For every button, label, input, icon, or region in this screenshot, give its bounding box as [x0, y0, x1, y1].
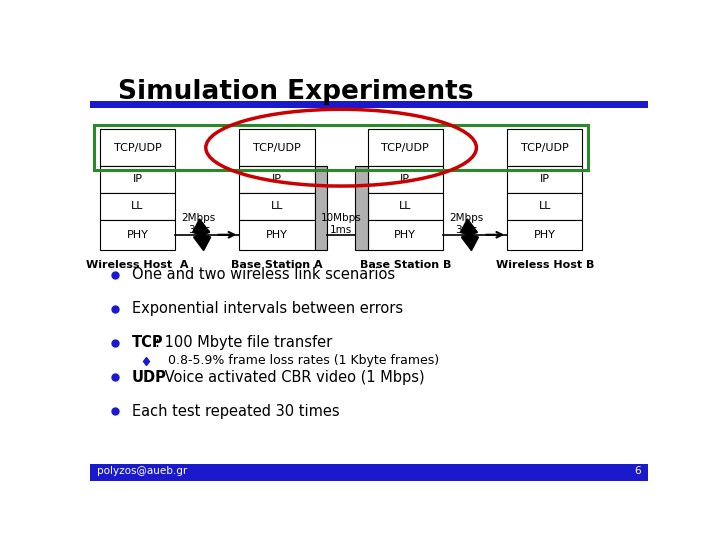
Text: IP: IP — [132, 174, 143, 185]
Text: LL: LL — [399, 201, 412, 211]
Bar — [100, 193, 175, 220]
Text: TCP: TCP — [132, 335, 163, 350]
Bar — [239, 129, 315, 166]
Bar — [239, 166, 315, 193]
Bar — [100, 129, 175, 166]
Bar — [368, 220, 443, 250]
Text: PHY: PHY — [534, 230, 556, 240]
Bar — [368, 129, 443, 166]
Bar — [90, 101, 648, 109]
Bar — [507, 129, 582, 166]
Bar — [368, 166, 443, 193]
Text: TCP/UDP: TCP/UDP — [114, 143, 161, 153]
Bar — [368, 193, 443, 220]
Text: 3ms: 3ms — [456, 225, 478, 235]
Bar — [507, 166, 582, 193]
Bar — [90, 464, 648, 481]
Text: PHY: PHY — [266, 230, 288, 240]
Text: 3ms: 3ms — [188, 225, 210, 235]
Text: LL: LL — [539, 201, 551, 211]
Bar — [100, 166, 175, 193]
Text: One and two wireless link scenarios: One and two wireless link scenarios — [132, 267, 395, 282]
Text: PHY: PHY — [395, 230, 416, 240]
Bar — [239, 220, 315, 250]
Text: LL: LL — [131, 201, 144, 211]
Text: : 100 Mbyte file transfer: : 100 Mbyte file transfer — [156, 335, 333, 350]
Text: IP: IP — [540, 174, 550, 185]
Bar — [356, 166, 368, 250]
Polygon shape — [192, 219, 211, 251]
Text: UDP: UDP — [132, 369, 167, 384]
Text: 6: 6 — [634, 467, 642, 476]
Text: 2Mbps: 2Mbps — [181, 213, 216, 223]
Text: TCP/UDP: TCP/UDP — [521, 143, 569, 153]
Text: Exponential intervals between errors: Exponential intervals between errors — [132, 301, 403, 316]
Text: polyzos@aueb.gr: polyzos@aueb.gr — [96, 467, 187, 476]
Text: Wireless Host  A: Wireless Host A — [86, 260, 189, 270]
Text: IP: IP — [272, 174, 282, 185]
Text: TCP/UDP: TCP/UDP — [382, 143, 429, 153]
Text: 0.8-5.9% frame loss rates (1 Kbyte frames): 0.8-5.9% frame loss rates (1 Kbyte frame… — [168, 354, 439, 367]
Text: IP: IP — [400, 174, 410, 185]
Bar — [507, 193, 582, 220]
Polygon shape — [460, 219, 479, 251]
Text: Base Station B: Base Station B — [359, 260, 451, 270]
Text: LL: LL — [271, 201, 283, 211]
Text: Base Station A: Base Station A — [231, 260, 323, 270]
Bar — [239, 193, 315, 220]
Text: Wireless Host B: Wireless Host B — [495, 260, 594, 270]
Text: Simulation Experiments: Simulation Experiments — [118, 79, 474, 105]
Text: 2Mbps: 2Mbps — [449, 213, 484, 223]
Bar — [315, 166, 327, 250]
Bar — [94, 125, 588, 170]
Text: 10Mbps: 10Mbps — [320, 213, 361, 223]
Text: 1ms: 1ms — [330, 225, 352, 235]
Text: Each test repeated 30 times: Each test repeated 30 times — [132, 404, 339, 418]
Text: PHY: PHY — [127, 230, 148, 240]
Text: TCP/UDP: TCP/UDP — [253, 143, 301, 153]
Bar — [100, 220, 175, 250]
Bar — [507, 220, 582, 250]
Text: : Voice activated CBR video (1 Mbps): : Voice activated CBR video (1 Mbps) — [156, 369, 425, 384]
